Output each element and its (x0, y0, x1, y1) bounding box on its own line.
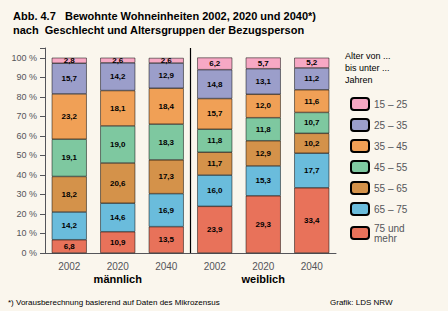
svg-text:19,1: 19,1 (61, 153, 77, 162)
svg-text:13,1: 13,1 (255, 77, 271, 86)
svg-text:2,6: 2,6 (112, 56, 124, 65)
svg-text:11,8: 11,8 (207, 136, 223, 145)
svg-text:35 – 45: 35 – 45 (374, 141, 408, 152)
svg-text:40 %: 40 % (16, 170, 37, 180)
svg-text:12,9: 12,9 (158, 71, 174, 80)
svg-text:18,4: 18,4 (158, 102, 174, 111)
svg-text:2040: 2040 (301, 261, 324, 272)
svg-text:2,8: 2,8 (64, 56, 76, 65)
svg-text:19,0: 19,0 (110, 140, 126, 149)
svg-text:bis unter ...: bis unter ... (345, 63, 390, 73)
svg-text:11,7: 11,7 (207, 159, 223, 168)
svg-text:mehr: mehr (374, 233, 397, 244)
svg-text:2002: 2002 (58, 261, 81, 272)
svg-text:10,7: 10,7 (304, 118, 320, 127)
svg-text:12,0: 12,0 (255, 101, 271, 110)
svg-text:Jahren: Jahren (345, 75, 373, 85)
svg-text:45 – 55: 45 – 55 (374, 162, 408, 173)
svg-text:20,6: 20,6 (110, 179, 126, 188)
svg-text:20 %: 20 % (16, 209, 37, 219)
svg-text:Alter von ...: Alter von ... (345, 51, 391, 61)
svg-text:15,7: 15,7 (61, 74, 77, 83)
svg-text:15,7: 15,7 (207, 109, 223, 118)
svg-text:2040: 2040 (155, 261, 178, 272)
svg-text:29,3: 29,3 (255, 220, 271, 229)
svg-text:70 %: 70 % (16, 111, 37, 121)
svg-text:5,7: 5,7 (258, 59, 270, 68)
svg-text:11,6: 11,6 (304, 97, 320, 106)
svg-text:80 %: 80 % (16, 92, 37, 102)
svg-text:Grafik: LDS NRW: Grafik: LDS NRW (330, 298, 393, 307)
svg-text:Abb. 4.7 Bewohnte Wohneinhei: Abb. 4.7 Bewohnte Wohneinheiten 2002, 20… (13, 10, 316, 22)
svg-text:18,1: 18,1 (110, 104, 126, 113)
svg-text:30 %: 30 % (16, 189, 37, 199)
svg-text:75 und: 75 und (374, 222, 405, 234)
svg-text:33,4: 33,4 (304, 216, 320, 225)
svg-text:50 %: 50 % (16, 150, 37, 160)
svg-text:2020: 2020 (107, 261, 130, 272)
svg-text:6,2: 6,2 (209, 59, 221, 68)
svg-text:10 %: 10 % (16, 228, 37, 238)
svg-text:16,9: 16,9 (158, 206, 174, 215)
svg-text:5,2: 5,2 (306, 58, 318, 67)
svg-text:18,3: 18,3 (158, 138, 174, 147)
svg-text:25 – 35: 25 – 35 (374, 120, 408, 131)
svg-text:15 – 25: 15 – 25 (374, 99, 408, 110)
svg-text:60 %: 60 % (16, 131, 37, 141)
svg-text:männlich: männlich (94, 273, 143, 285)
svg-text:11,2: 11,2 (304, 74, 320, 83)
svg-text:14,2: 14,2 (110, 72, 126, 81)
svg-text:90 %: 90 % (16, 72, 37, 82)
svg-text:18,2: 18,2 (61, 190, 77, 199)
svg-text:11,8: 11,8 (256, 125, 272, 134)
svg-text:16,0: 16,0 (207, 186, 223, 195)
svg-text:nach Geschlecht und Altersgru: nach Geschlecht und Altersgruppen der Be… (13, 24, 304, 36)
svg-text:*) Vorausberechnung basierend: *) Vorausberechnung basierend auf Daten … (8, 298, 220, 307)
svg-text:2,6: 2,6 (161, 56, 173, 65)
svg-text:23,2: 23,2 (61, 112, 77, 121)
svg-text:13,5: 13,5 (158, 235, 174, 244)
svg-text:10,2: 10,2 (304, 139, 320, 148)
svg-text:10,9: 10,9 (110, 238, 126, 247)
svg-text:17,7: 17,7 (304, 166, 320, 175)
svg-text:23,9: 23,9 (207, 225, 223, 234)
svg-text:weiblich: weiblich (241, 273, 286, 285)
svg-text:6,8: 6,8 (64, 242, 76, 251)
svg-text:65 – 75: 65 – 75 (374, 204, 408, 215)
svg-text:0 %: 0 % (21, 248, 37, 258)
svg-text:2002: 2002 (204, 261, 227, 272)
svg-text:14,8: 14,8 (207, 80, 223, 89)
svg-text:2020: 2020 (252, 261, 275, 272)
svg-text:14,2: 14,2 (61, 221, 77, 230)
svg-text:55 – 65: 55 – 65 (374, 183, 408, 194)
svg-text:17,3: 17,3 (158, 172, 174, 181)
svg-text:12,9: 12,9 (255, 149, 271, 158)
svg-text:14,6: 14,6 (110, 213, 126, 222)
svg-text:100 %: 100 % (11, 53, 37, 63)
svg-text:15,3: 15,3 (255, 176, 271, 185)
